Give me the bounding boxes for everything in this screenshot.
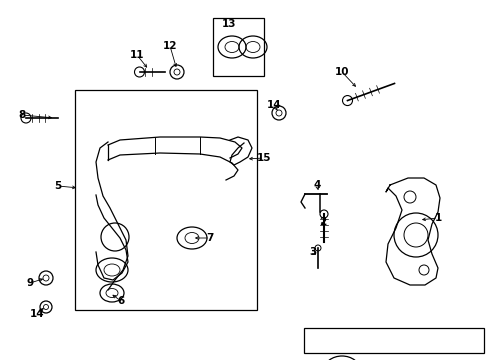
Bar — [213, 18, 264, 76]
Bar — [304, 328, 483, 353]
Text: 15: 15 — [256, 153, 271, 163]
Bar — [75, 90, 257, 310]
Text: 13: 13 — [221, 19, 236, 29]
Text: 6: 6 — [117, 296, 124, 306]
Text: 11: 11 — [129, 50, 144, 60]
Text: 14: 14 — [30, 309, 44, 319]
Text: 1: 1 — [433, 213, 441, 223]
Text: 4: 4 — [313, 180, 320, 190]
Text: 10: 10 — [334, 67, 348, 77]
Text: 2: 2 — [319, 217, 326, 227]
Text: 14: 14 — [266, 100, 281, 110]
Text: 8: 8 — [19, 110, 25, 120]
Text: 12: 12 — [163, 41, 177, 51]
Text: 3: 3 — [309, 247, 316, 257]
Text: 9: 9 — [26, 278, 34, 288]
Text: 5: 5 — [54, 181, 61, 191]
Text: 7: 7 — [206, 233, 213, 243]
